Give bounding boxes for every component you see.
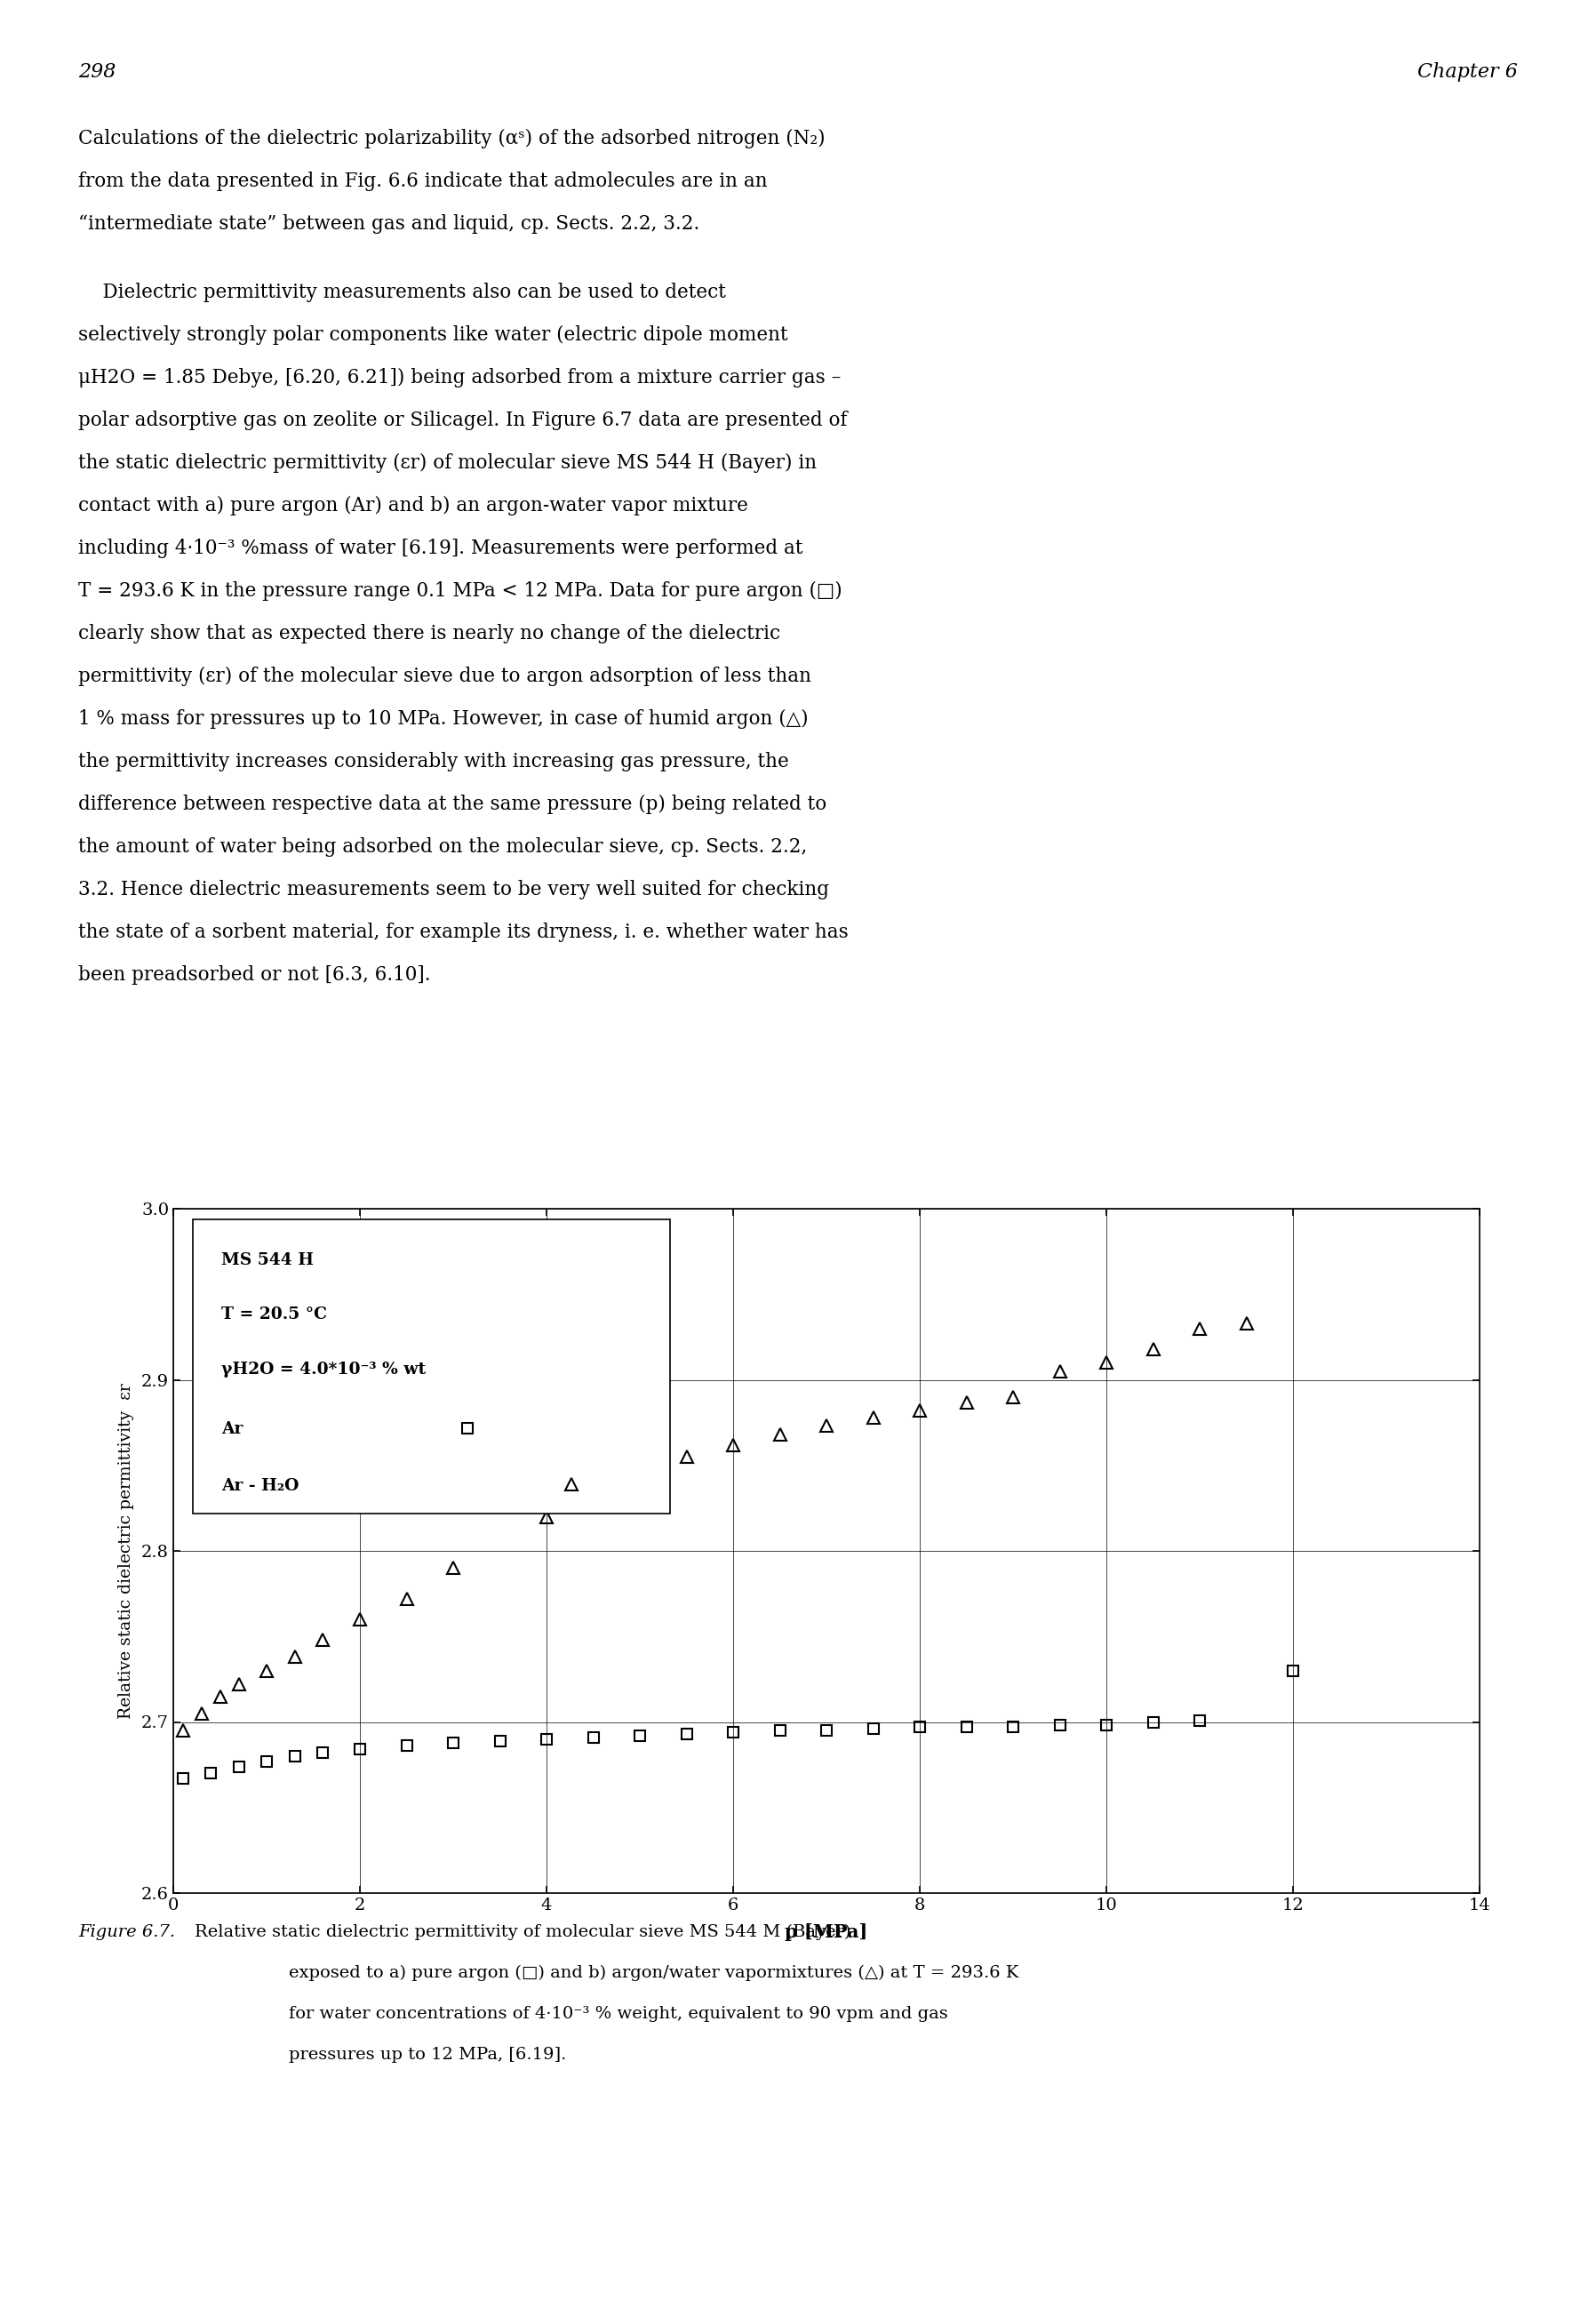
Text: from the data presented in Fig. 6.6 indicate that admolecules are in an: from the data presented in Fig. 6.6 indi…	[78, 171, 768, 192]
Text: Ar - H₂O: Ar - H₂O	[222, 1478, 300, 1494]
Text: T = 293.6 K in the pressure range 0.1 MPa < 12 MPa. Data for pure argon (□): T = 293.6 K in the pressure range 0.1 MP…	[78, 582, 843, 600]
Text: “intermediate state” between gas and liquid, cp. Sects. 2.2, 3.2.: “intermediate state” between gas and liq…	[78, 215, 699, 233]
Text: permittivity (εr) of the molecular sieve due to argon adsorption of less than: permittivity (εr) of the molecular sieve…	[78, 667, 811, 686]
Text: been preadsorbed or not [6.3, 6.10].: been preadsorbed or not [6.3, 6.10].	[78, 965, 431, 984]
Text: pressures up to 12 MPa, [6.19].: pressures up to 12 MPa, [6.19].	[289, 2046, 567, 2062]
Text: Chapter 6: Chapter 6	[1417, 62, 1518, 81]
Bar	[193, 1219, 670, 1512]
Text: 3.2. Hence dielectric measurements seem to be very well suited for checking: 3.2. Hence dielectric measurements seem …	[78, 880, 830, 898]
Y-axis label: Relative static dielectric permittivity  εr: Relative static dielectric permittivity …	[118, 1383, 134, 1718]
Text: Dielectric permittivity measurements also can be used to detect: Dielectric permittivity measurements als…	[78, 282, 726, 302]
Text: 298: 298	[78, 62, 117, 81]
Text: contact with a) pure argon (Ar) and b) an argon-water vapor mixture: contact with a) pure argon (Ar) and b) a…	[78, 496, 749, 515]
Text: γH2O = 4.0*10⁻³ % wt: γH2O = 4.0*10⁻³ % wt	[222, 1362, 426, 1378]
Text: including 4·10⁻³ %mass of water [6.19]. Measurements were performed at: including 4·10⁻³ %mass of water [6.19]. …	[78, 538, 803, 559]
Text: polar adsorptive gas on zeolite or Silicagel. In Figure 6.7 data are presented o: polar adsorptive gas on zeolite or Silic…	[78, 411, 847, 429]
Text: T = 20.5 °C: T = 20.5 °C	[222, 1307, 327, 1323]
Text: Relative static dielectric permittivity of molecular sieve MS 544 M (Bayer): Relative static dielectric permittivity …	[195, 1923, 851, 1940]
Text: 1 % mass for pressures up to 10 MPa. However, in case of humid argon (△): 1 % mass for pressures up to 10 MPa. How…	[78, 709, 808, 730]
Text: the amount of water being adsorbed on the molecular sieve, cp. Sects. 2.2,: the amount of water being adsorbed on th…	[78, 838, 808, 857]
Text: the permittivity increases considerably with increasing gas pressure, the: the permittivity increases considerably …	[78, 753, 788, 771]
Text: Ar: Ar	[222, 1422, 243, 1439]
Text: clearly show that as expected there is nearly no change of the dielectric: clearly show that as expected there is n…	[78, 623, 780, 644]
Text: difference between respective data at the same pressure (p) being related to: difference between respective data at th…	[78, 794, 827, 815]
Text: μH2O = 1.85 Debye, [6.20, 6.21]) being adsorbed from a mixture carrier gas –: μH2O = 1.85 Debye, [6.20, 6.21]) being a…	[78, 367, 841, 388]
Text: for water concentrations of 4·10⁻³ % weight, equivalent to 90 vpm and gas: for water concentrations of 4·10⁻³ % wei…	[289, 2007, 948, 2023]
Text: selectively strongly polar components like water (electric dipole moment: selectively strongly polar components li…	[78, 326, 788, 344]
Text: the static dielectric permittivity (εr) of molecular sieve MS 544 H (Bayer) in: the static dielectric permittivity (εr) …	[78, 453, 817, 473]
Text: MS 544 H: MS 544 H	[222, 1251, 314, 1268]
Text: Calculations of the dielectric polarizability (αˢ) of the adsorbed nitrogen (N₂): Calculations of the dielectric polarizab…	[78, 129, 825, 148]
Text: Figure 6.7.: Figure 6.7.	[78, 1923, 187, 1940]
Text: the state of a sorbent material, for example its dryness, i. e. whether water ha: the state of a sorbent material, for exa…	[78, 921, 849, 942]
X-axis label: p [MPa]: p [MPa]	[785, 1923, 868, 1942]
Text: exposed to a) pure argon (□) and b) argon/water vapormixtures (△) at T = 293.6 K: exposed to a) pure argon (□) and b) argo…	[289, 1965, 1018, 1981]
